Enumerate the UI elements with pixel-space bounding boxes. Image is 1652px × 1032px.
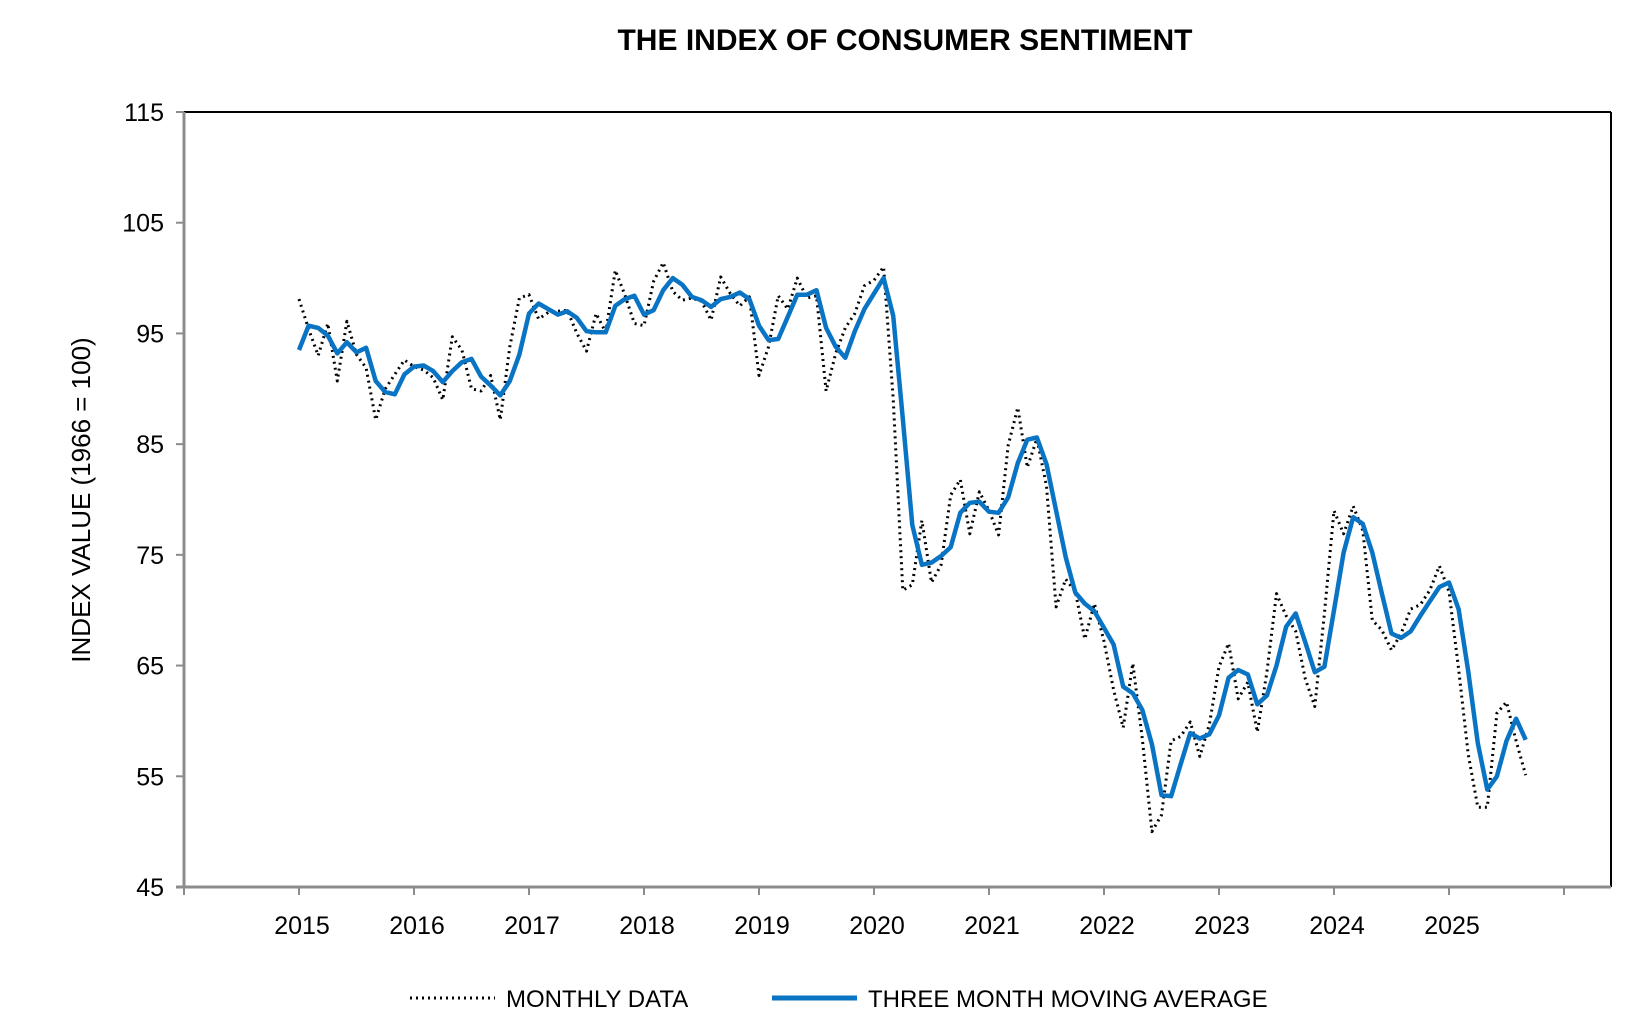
y-tick-label: 95 — [136, 320, 164, 348]
x-tick-label: 2015 — [274, 912, 330, 940]
legend-label-moving-average: THREE MONTH MOVING AVERAGE — [868, 986, 1268, 1013]
y-tick-label: 85 — [136, 431, 164, 459]
x-tick-label: 2019 — [734, 912, 790, 940]
legend: MONTHLY DATA THREE MONTH MOVING AVERAGE — [410, 986, 1268, 1013]
legend-label-monthly: MONTHLY DATA — [506, 986, 688, 1013]
x-tick-label: 2016 — [389, 912, 445, 940]
x-tick-label: 2025 — [1424, 912, 1480, 940]
moving-average-line — [296, 275, 1528, 799]
x-tick-label: 2022 — [1079, 912, 1135, 940]
x-tick-label: 2023 — [1194, 912, 1250, 940]
y-axis-label: INDEX VALUE (1966 = 100) — [66, 337, 96, 662]
x-tick-label: 2020 — [849, 912, 905, 940]
y-tick-label: 55 — [136, 763, 164, 791]
y-tick-label: 65 — [136, 653, 164, 681]
y-tick-label: 105 — [122, 210, 164, 238]
x-tick-label: 2017 — [504, 912, 560, 940]
y-tick-label: 45 — [136, 874, 164, 902]
plot-area: 45 55 65 75 85 95 105 115 2015 2016 2017 2018 2019 20… — [122, 99, 1612, 940]
x-tick-label: 2021 — [964, 912, 1020, 940]
y-tick-label: 115 — [124, 99, 164, 127]
monthly-data-line — [297, 261, 1528, 834]
x-tick-label: 2018 — [619, 912, 675, 940]
y-tick-label: 75 — [136, 542, 164, 570]
chart-title: THE INDEX OF CONSUMER SENTIMENT — [617, 24, 1192, 57]
x-tick-label: 2024 — [1309, 912, 1365, 940]
